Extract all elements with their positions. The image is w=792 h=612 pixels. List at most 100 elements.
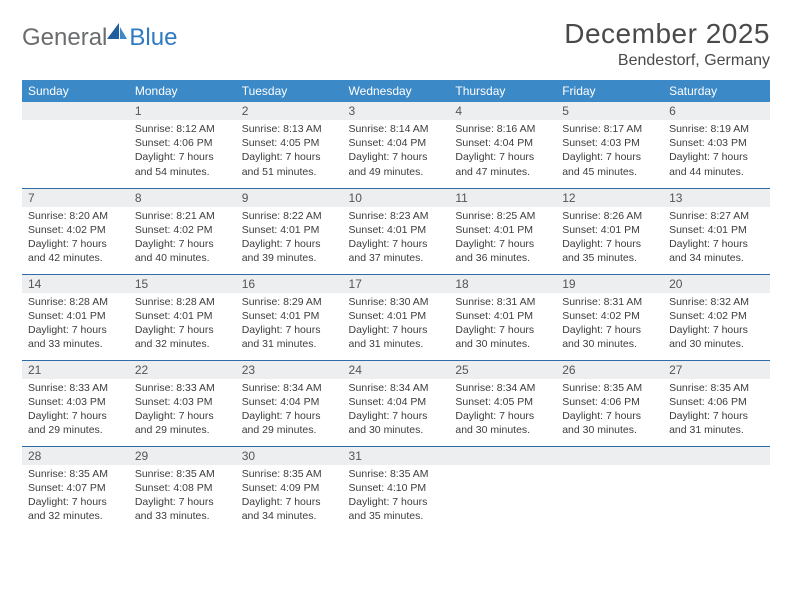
daylight-text: Daylight: 7 hours and 31 minutes. <box>669 409 764 437</box>
daylight-text: Daylight: 7 hours and 40 minutes. <box>135 237 230 265</box>
day-number: 22 <box>129 361 236 379</box>
day-number: 7 <box>22 189 129 207</box>
calendar-day-cell: 9Sunrise: 8:22 AMSunset: 4:01 PMDaylight… <box>236 188 343 274</box>
sunrise-text: Sunrise: 8:17 AM <box>562 122 657 136</box>
day-number <box>556 447 663 465</box>
sunrise-text: Sunrise: 8:13 AM <box>242 122 337 136</box>
day-details: Sunrise: 8:14 AMSunset: 4:04 PMDaylight:… <box>343 120 450 183</box>
day-number: 16 <box>236 275 343 293</box>
sunrise-text: Sunrise: 8:33 AM <box>135 381 230 395</box>
sunset-text: Sunset: 4:03 PM <box>135 395 230 409</box>
day-number: 21 <box>22 361 129 379</box>
sunset-text: Sunset: 4:01 PM <box>242 223 337 237</box>
day-number: 12 <box>556 189 663 207</box>
sunset-text: Sunset: 4:01 PM <box>242 309 337 323</box>
daylight-text: Daylight: 7 hours and 36 minutes. <box>455 237 550 265</box>
logo: General Blue <box>22 18 177 52</box>
daylight-text: Daylight: 7 hours and 33 minutes. <box>28 323 123 351</box>
day-number <box>663 447 770 465</box>
sunset-text: Sunset: 4:01 PM <box>669 223 764 237</box>
sunset-text: Sunset: 4:05 PM <box>242 136 337 150</box>
calendar-day-cell: 29Sunrise: 8:35 AMSunset: 4:08 PMDayligh… <box>129 446 236 532</box>
daylight-text: Daylight: 7 hours and 30 minutes. <box>455 409 550 437</box>
weekday-header: Tuesday <box>236 80 343 102</box>
sunrise-text: Sunrise: 8:31 AM <box>562 295 657 309</box>
calendar-day-cell: 20Sunrise: 8:32 AMSunset: 4:02 PMDayligh… <box>663 274 770 360</box>
day-number: 2 <box>236 102 343 120</box>
calendar-day-cell <box>22 102 129 188</box>
sunset-text: Sunset: 4:01 PM <box>28 309 123 323</box>
day-details: Sunrise: 8:28 AMSunset: 4:01 PMDaylight:… <box>22 293 129 356</box>
calendar-day-cell: 13Sunrise: 8:27 AMSunset: 4:01 PMDayligh… <box>663 188 770 274</box>
weekday-header: Saturday <box>663 80 770 102</box>
sunset-text: Sunset: 4:06 PM <box>669 395 764 409</box>
calendar-day-cell: 22Sunrise: 8:33 AMSunset: 4:03 PMDayligh… <box>129 360 236 446</box>
calendar-day-cell: 1Sunrise: 8:12 AMSunset: 4:06 PMDaylight… <box>129 102 236 188</box>
day-number: 15 <box>129 275 236 293</box>
day-details: Sunrise: 8:26 AMSunset: 4:01 PMDaylight:… <box>556 207 663 270</box>
sunset-text: Sunset: 4:04 PM <box>455 136 550 150</box>
day-number: 26 <box>556 361 663 379</box>
sunset-text: Sunset: 4:07 PM <box>28 481 123 495</box>
weekday-header: Thursday <box>449 80 556 102</box>
day-number: 18 <box>449 275 556 293</box>
daylight-text: Daylight: 7 hours and 31 minutes. <box>242 323 337 351</box>
calendar-day-cell: 2Sunrise: 8:13 AMSunset: 4:05 PMDaylight… <box>236 102 343 188</box>
calendar-day-cell: 12Sunrise: 8:26 AMSunset: 4:01 PMDayligh… <box>556 188 663 274</box>
daylight-text: Daylight: 7 hours and 42 minutes. <box>28 237 123 265</box>
sunset-text: Sunset: 4:01 PM <box>349 223 444 237</box>
sunrise-text: Sunrise: 8:14 AM <box>349 122 444 136</box>
day-details: Sunrise: 8:34 AMSunset: 4:05 PMDaylight:… <box>449 379 556 442</box>
calendar-day-cell: 31Sunrise: 8:35 AMSunset: 4:10 PMDayligh… <box>343 446 450 532</box>
sunset-text: Sunset: 4:01 PM <box>455 223 550 237</box>
logo-text-general: General <box>22 24 107 52</box>
day-number: 10 <box>343 189 450 207</box>
day-number: 13 <box>663 189 770 207</box>
sunrise-text: Sunrise: 8:22 AM <box>242 209 337 223</box>
day-details: Sunrise: 8:30 AMSunset: 4:01 PMDaylight:… <box>343 293 450 356</box>
day-number: 28 <box>22 447 129 465</box>
day-number: 24 <box>343 361 450 379</box>
calendar-day-cell: 28Sunrise: 8:35 AMSunset: 4:07 PMDayligh… <box>22 446 129 532</box>
day-details: Sunrise: 8:27 AMSunset: 4:01 PMDaylight:… <box>663 207 770 270</box>
day-number: 27 <box>663 361 770 379</box>
sunrise-text: Sunrise: 8:34 AM <box>242 381 337 395</box>
calendar-day-cell: 3Sunrise: 8:14 AMSunset: 4:04 PMDaylight… <box>343 102 450 188</box>
sunset-text: Sunset: 4:06 PM <box>135 136 230 150</box>
sunset-text: Sunset: 4:05 PM <box>455 395 550 409</box>
day-number: 14 <box>22 275 129 293</box>
day-details: Sunrise: 8:17 AMSunset: 4:03 PMDaylight:… <box>556 120 663 183</box>
calendar-day-cell: 17Sunrise: 8:30 AMSunset: 4:01 PMDayligh… <box>343 274 450 360</box>
day-number: 6 <box>663 102 770 120</box>
day-details: Sunrise: 8:35 AMSunset: 4:06 PMDaylight:… <box>556 379 663 442</box>
calendar-day-cell: 5Sunrise: 8:17 AMSunset: 4:03 PMDaylight… <box>556 102 663 188</box>
day-number: 31 <box>343 447 450 465</box>
day-details: Sunrise: 8:20 AMSunset: 4:02 PMDaylight:… <box>22 207 129 270</box>
calendar-day-cell: 15Sunrise: 8:28 AMSunset: 4:01 PMDayligh… <box>129 274 236 360</box>
day-number: 25 <box>449 361 556 379</box>
day-number: 20 <box>663 275 770 293</box>
sunrise-text: Sunrise: 8:28 AM <box>135 295 230 309</box>
daylight-text: Daylight: 7 hours and 30 minutes. <box>349 409 444 437</box>
calendar-day-cell: 14Sunrise: 8:28 AMSunset: 4:01 PMDayligh… <box>22 274 129 360</box>
day-number: 5 <box>556 102 663 120</box>
day-details: Sunrise: 8:12 AMSunset: 4:06 PMDaylight:… <box>129 120 236 183</box>
sunrise-text: Sunrise: 8:35 AM <box>135 467 230 481</box>
daylight-text: Daylight: 7 hours and 54 minutes. <box>135 150 230 178</box>
weekday-header: Sunday <box>22 80 129 102</box>
sunrise-text: Sunrise: 8:21 AM <box>135 209 230 223</box>
weekday-header: Wednesday <box>343 80 450 102</box>
weekday-header: Friday <box>556 80 663 102</box>
day-number: 9 <box>236 189 343 207</box>
sunset-text: Sunset: 4:01 PM <box>455 309 550 323</box>
day-details: Sunrise: 8:25 AMSunset: 4:01 PMDaylight:… <box>449 207 556 270</box>
day-details: Sunrise: 8:23 AMSunset: 4:01 PMDaylight:… <box>343 207 450 270</box>
sunrise-text: Sunrise: 8:28 AM <box>28 295 123 309</box>
day-details: Sunrise: 8:21 AMSunset: 4:02 PMDaylight:… <box>129 207 236 270</box>
day-number: 29 <box>129 447 236 465</box>
sunset-text: Sunset: 4:01 PM <box>349 309 444 323</box>
calendar-table: Sunday Monday Tuesday Wednesday Thursday… <box>22 80 770 532</box>
calendar-day-cell <box>449 446 556 532</box>
day-details: Sunrise: 8:34 AMSunset: 4:04 PMDaylight:… <box>343 379 450 442</box>
calendar-day-cell <box>556 446 663 532</box>
